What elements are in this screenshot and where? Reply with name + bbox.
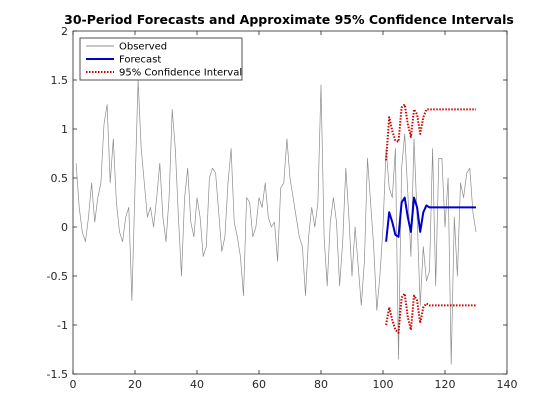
ticks-layer: 0 20 40 60 80 100 120 140 -1.5 -1 -0.5 0 0.5 1 1.5 2 [47,25,518,391]
legend: Observed Forecast 95% Confidence Interva… [79,37,243,81]
x-tick-label: 120 [435,378,456,391]
legend-label-ci: 95% Confidence Interval [119,68,242,79]
y-tick-label: 2 [61,25,68,38]
x-tick-label: 140 [497,378,518,391]
x-tick-label: 80 [314,378,328,391]
x-tick-label: 40 [190,378,204,391]
y-tick-label: 1 [61,123,68,136]
x-tick-label: 100 [373,378,394,391]
plot-area [73,31,507,374]
legend-label-forecast: Forecast [119,55,161,66]
y-tick-label: 0 [61,221,68,234]
y-tick-label: 0.5 [51,172,69,185]
y-tick-label: -1.5 [47,368,68,381]
legend-label-observed: Observed [119,42,167,53]
ci-lower-line [385,292,476,334]
y-tick-label: 1.5 [51,74,69,87]
forecast-line [385,196,476,242]
x-tick-label: 0 [70,378,77,391]
series-layer [75,79,477,365]
x-tick-label: 20 [128,378,142,391]
chart-title: 30-Period Forecasts and Approximate 95% … [64,12,514,27]
ci-upper-line [385,103,476,161]
x-tick-label: 60 [252,378,266,391]
y-tick-label: -1 [57,319,68,332]
axes-frame [72,30,508,375]
y-tick-label: -0.5 [47,270,68,283]
